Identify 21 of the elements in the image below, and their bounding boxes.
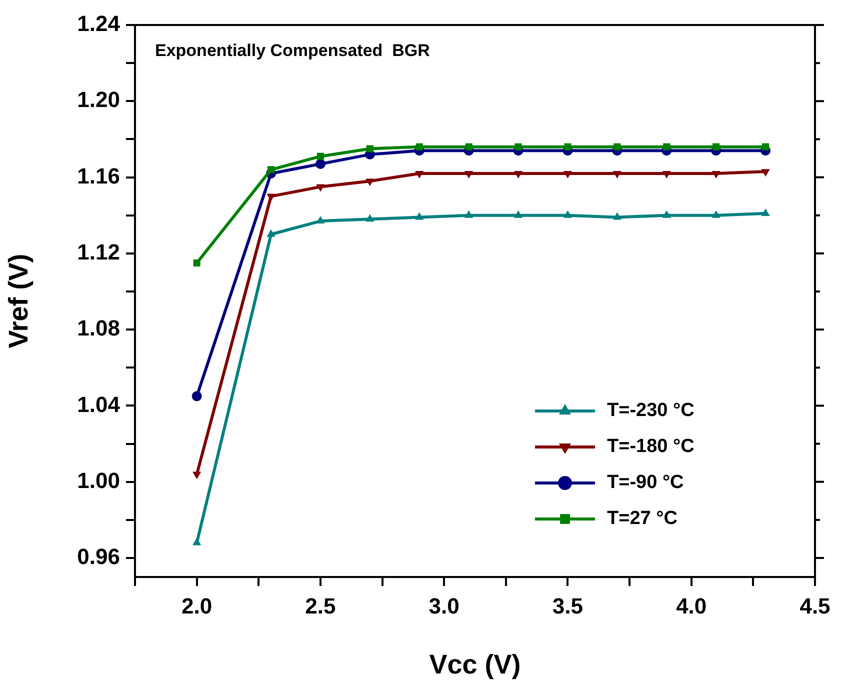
x-tick-label: 3.5 [552,593,584,618]
legend-label: T=-90 °C [607,472,684,494]
x-tick-label: 4.0 [676,593,707,618]
y-tick-label: 1.12 [77,239,120,264]
x-tick-label: 2.0 [182,593,212,618]
y-tick-label: 1.00 [77,468,120,493]
y-tick-label: 1.08 [77,316,120,341]
y-tick-label: 1.20 [77,87,120,112]
y-tick-label: 1.04 [77,392,121,417]
y-tick-label: 1.24 [77,11,121,36]
x-tick-label: 4.5 [800,593,830,618]
legend-label: T=-180 °C [607,436,695,458]
y-tick-label: 1.16 [77,163,120,188]
y-axis-title: Vref (V) [4,254,34,348]
y-tick-label: 0.96 [77,544,120,570]
legend-label: T=-230 °C [607,400,695,422]
text: Exponentially Compensated BGR [155,41,430,60]
legend-label: T=27 °C [607,508,678,530]
x-tick-label: 2.5 [305,593,336,618]
x-axis-title: Vcc (V) [429,649,521,680]
x-tick-label: 3.0 [428,593,460,618]
